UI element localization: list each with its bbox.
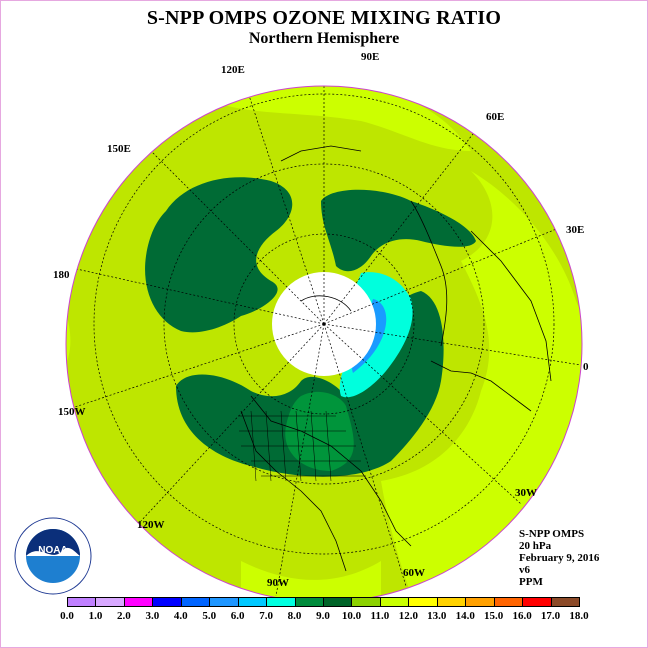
lon-label-0: 0 — [583, 361, 589, 373]
lon-label-30w: 30W — [515, 487, 537, 499]
map-subtitle: Northern Hemisphere — [248, 30, 400, 47]
info-date: February 9, 2016 — [519, 552, 600, 564]
colorbar-swatch — [522, 597, 552, 607]
colorbar-tick-label: 13.0 — [427, 610, 447, 622]
lon-label-60w: 60W — [403, 567, 425, 579]
colorbar-swatch — [152, 597, 182, 607]
colorbar-tick-label: 14.0 — [455, 610, 475, 622]
colorbar-swatch — [408, 597, 438, 607]
lon-label-150e: 150E — [107, 143, 131, 155]
colorbar-tick-label: 15.0 — [484, 610, 504, 622]
noaa-logo: NOAA — [14, 517, 92, 595]
colorbar-swatch — [493, 597, 524, 607]
colorbar-tick-label: 6.0 — [230, 610, 245, 622]
ozone-field-high-north — [321, 189, 476, 272]
colorbar-tick-label: 12.0 — [398, 610, 418, 622]
lon-label-120w: 120W — [137, 519, 165, 531]
colorbar-tick-label: 11.0 — [370, 610, 390, 622]
colorbar-tick-label: 18.0 — [569, 610, 589, 622]
lon-label-30e: 30E — [566, 224, 585, 236]
colorbar-tick-label: 9.0 — [316, 610, 330, 622]
colorbar-swatch — [237, 597, 268, 607]
colorbar-tick-label: 4.0 — [173, 610, 188, 622]
ozone-field-high-northwest — [145, 177, 293, 333]
colorbar-swatch — [95, 597, 125, 607]
colorbar-tick-label: 7.0 — [259, 610, 273, 622]
colorbar-tick-label: 1.0 — [88, 610, 103, 622]
noaa-logo-text: NOAA — [38, 545, 67, 556]
colorbar-swatch — [180, 597, 211, 607]
colorbar-swatch — [294, 597, 324, 607]
lon-label-120e: 120E — [221, 64, 245, 76]
colorbar-swatch — [209, 597, 239, 607]
colorbar-swatch — [550, 597, 580, 607]
colorbar-swatch — [465, 597, 495, 607]
info-version: v6 — [519, 564, 530, 576]
colorbar-tick-label: 2.0 — [117, 610, 131, 622]
info-level: 20 hPa — [519, 540, 552, 552]
colorbar-swatch — [323, 597, 353, 607]
graticule — [66, 86, 582, 597]
colorbar-tick-label: 5.0 — [202, 610, 217, 622]
lon-label-90e: 90E — [361, 51, 380, 63]
info-units: PPM — [519, 576, 543, 588]
colorbar-swatch — [266, 597, 296, 607]
lon-label-180: 180 — [53, 269, 70, 281]
ozone-field-mid-south — [285, 391, 354, 471]
lon-label-90w: 90W — [267, 577, 289, 589]
colorbar-swatch — [436, 597, 467, 607]
colorbar-swatch — [379, 597, 410, 607]
ozone-field-low-north — [211, 86, 471, 151]
colorbar-swatch — [67, 597, 97, 607]
colorbar-tick-label: 0.0 — [60, 610, 74, 622]
colorbar-swatch — [123, 597, 154, 607]
ozone-field-low-west — [66, 301, 71, 361]
colorbar-swatch — [351, 597, 381, 607]
info-instrument: S-NPP OMPS — [519, 528, 585, 540]
colorbar-tick-label: 8.0 — [287, 610, 302, 622]
colorbar-tick-label: 3.0 — [145, 610, 160, 622]
lon-label-60e: 60E — [486, 111, 505, 123]
map-title: S-NPP OMPS OZONE MIXING RATIO — [146, 7, 502, 29]
colorbar-tick-label: 17.0 — [540, 610, 561, 622]
coastlines — [240, 145, 552, 572]
colorbar-tick-label: 10.0 — [341, 610, 362, 622]
lon-label-150w: 150W — [58, 406, 86, 418]
colorbar-tick-label: 16.0 — [512, 610, 532, 622]
us-grid — [239, 410, 366, 482]
